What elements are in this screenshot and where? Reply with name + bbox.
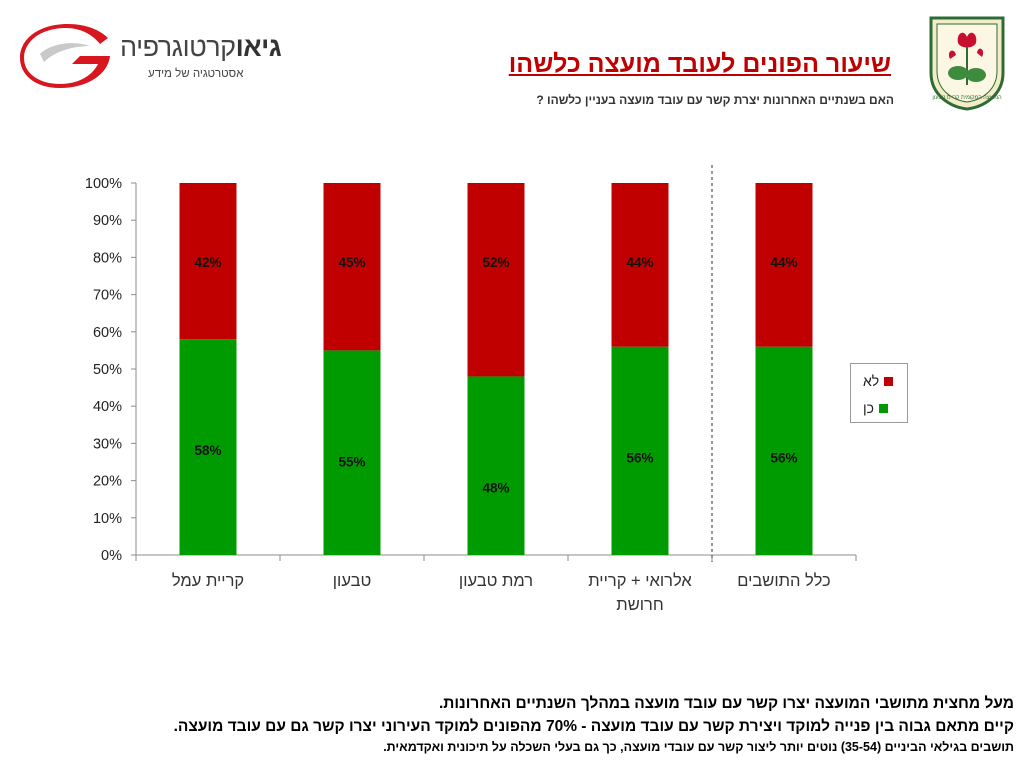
y-tick-label: 80%: [93, 250, 122, 266]
logo-swoosh-icon: [20, 24, 110, 88]
data-label: 44%: [626, 255, 653, 270]
emblem-text: המועצה המקומית קריית טבעון: [932, 95, 1002, 101]
data-label: 56%: [770, 451, 797, 466]
logo-tagline: אסטרטגיה של מידע: [148, 68, 244, 80]
data-label: 48%: [482, 480, 509, 495]
bar-segment: [755, 346, 813, 555]
logo-brand-text: גיאוקרטוגרפיה: [120, 32, 282, 62]
x-category-label: טבעון: [333, 572, 372, 590]
y-tick-label: 20%: [93, 474, 122, 490]
bar-segment: [611, 183, 669, 347]
bar-segment: [323, 183, 381, 351]
x-category-label: חרושת: [616, 596, 663, 614]
summary-note-2: קיים מתאם גבוה בין פנייה למוקד ויצירת קש…: [173, 718, 1014, 735]
legend-swatch-no: [884, 376, 894, 386]
summary-note-3: תושבים בגילאי הביניים (35-54) נוטים יותר…: [383, 740, 1014, 754]
data-label: 42%: [194, 255, 221, 270]
y-tick-label: 10%: [93, 511, 122, 527]
data-label: 52%: [482, 255, 509, 270]
council-emblem: המועצה המקומית קריית טבעון: [929, 16, 1005, 111]
bar-segment: [323, 350, 381, 555]
chart-legend: לא כן: [850, 363, 908, 423]
y-tick-label: 30%: [93, 436, 122, 452]
bar-segment: [179, 183, 237, 340]
summary-note-1: מעל מחצית מתושבי המועצה יצרו קשר עם עובד…: [438, 695, 1014, 712]
bar-segment: [467, 376, 525, 555]
data-label: 44%: [770, 255, 797, 270]
data-label: 56%: [626, 451, 653, 466]
x-category-label: רמת טבעון: [459, 572, 533, 590]
y-tick-label: 90%: [93, 213, 122, 229]
page-subtitle: האם בשנתיים האחרונות יצרת קשר עם עובד מו…: [536, 93, 894, 107]
bar-segment: [179, 339, 237, 555]
page-title: שיעור הפונים לעובד מועצה כלשהו: [508, 50, 891, 78]
legend-item-no: לא: [863, 373, 894, 389]
stacked-bar-chart: 0% 10% 20% 30% 40% 50% 60% 70% 80% 90% 100% 58% 42% ק…: [85, 165, 857, 614]
legend-swatch-yes: [879, 403, 888, 413]
data-label: 55%: [338, 454, 365, 469]
bar-segment: [467, 183, 525, 377]
company-logo: גיאוקרטוגרפיה אסטרטגיה של מידע: [20, 22, 282, 92]
y-tick-label: 50%: [93, 362, 122, 378]
x-category-label: אלרואי + קריית: [588, 572, 692, 590]
bar-segment: [611, 346, 669, 555]
legend-item-yes: כן: [863, 400, 888, 416]
y-tick-label: 70%: [93, 288, 122, 304]
x-category-label: כלל התושבים: [737, 572, 830, 590]
legend-label-no: לא: [863, 373, 880, 389]
y-tick-label: 100%: [85, 176, 122, 192]
y-tick-label: 60%: [93, 325, 122, 341]
data-label: 45%: [338, 255, 365, 270]
summary-notes: מעל מחצית מתושבי המועצה יצרו קשר עם עובד…: [14, 692, 1014, 756]
bar-segment: [755, 183, 813, 347]
y-tick-label: 0%: [101, 548, 122, 564]
y-tick-label: 40%: [93, 399, 122, 415]
x-category-label: קריית עמל: [172, 572, 244, 590]
legend-label-yes: כן: [863, 400, 874, 416]
data-label: 58%: [194, 443, 221, 458]
